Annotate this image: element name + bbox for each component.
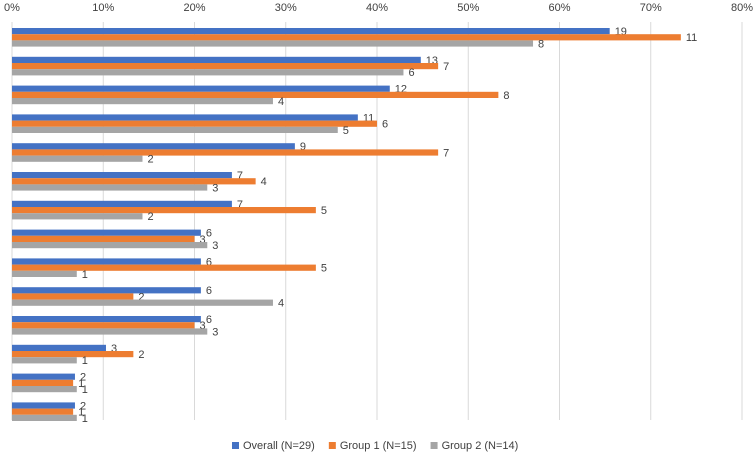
bar — [12, 264, 316, 271]
data-label: 1 — [78, 407, 84, 419]
data-label: 9 — [300, 141, 306, 153]
x-tick-label: 60% — [548, 2, 570, 14]
legend-label: Group 2 (N=14) — [442, 440, 519, 452]
legend-label: Overall (N=29) — [243, 440, 315, 452]
data-label: 3 — [212, 182, 218, 194]
data-label: 1 — [82, 384, 88, 396]
data-label: 3 — [200, 320, 206, 332]
bar — [12, 178, 256, 185]
legend-swatch — [232, 442, 239, 449]
bar — [12, 200, 232, 207]
data-label: 1 — [82, 355, 88, 367]
bar — [12, 414, 77, 421]
bar — [12, 114, 358, 121]
data-label: 8 — [503, 90, 509, 102]
bar — [12, 213, 143, 220]
bar — [12, 242, 208, 249]
data-label: 4 — [261, 176, 267, 188]
x-tick-label: 10% — [92, 2, 114, 14]
legend-swatch — [328, 442, 336, 449]
data-label: 7 — [443, 61, 449, 73]
data-label: 3 — [111, 343, 117, 355]
bar — [12, 34, 681, 41]
x-tick-label: 40% — [366, 2, 388, 14]
bar — [12, 287, 201, 294]
bar — [12, 344, 106, 351]
data-label: 7 — [443, 147, 449, 159]
legend-swatch — [430, 442, 438, 449]
data-label: 1 — [82, 413, 88, 425]
data-label: 2 — [147, 154, 153, 166]
bar — [12, 402, 75, 409]
data-label: 11 — [686, 32, 697, 44]
bar — [12, 69, 404, 76]
bar — [12, 229, 201, 236]
bar — [12, 98, 273, 105]
bar — [12, 299, 273, 306]
bar — [12, 184, 208, 191]
data-label: 5 — [343, 125, 349, 137]
data-label: 5 — [321, 263, 327, 275]
bar — [12, 270, 77, 277]
bar — [12, 258, 201, 265]
bar — [12, 172, 232, 179]
bar — [12, 293, 134, 300]
data-label: 2 — [138, 291, 144, 303]
x-tick-label: 20% — [183, 2, 205, 14]
bar — [12, 322, 195, 329]
bar — [12, 207, 316, 214]
bar — [12, 379, 74, 386]
bar — [12, 120, 377, 127]
bar — [12, 328, 208, 335]
bar — [12, 143, 295, 150]
data-label: 3 — [212, 240, 218, 252]
data-label: 6 — [206, 256, 212, 268]
data-label: 1 — [78, 378, 84, 390]
bar — [12, 28, 610, 35]
bar — [12, 373, 75, 380]
x-tick-label: 70% — [640, 2, 662, 14]
data-label: 2 — [138, 349, 144, 361]
bar — [12, 357, 77, 364]
data-label: 8 — [538, 38, 544, 50]
data-label: 4 — [278, 298, 284, 310]
bar — [12, 40, 534, 47]
data-label: 7 — [237, 199, 243, 211]
data-label: 2 — [80, 400, 86, 412]
bar — [12, 155, 143, 162]
data-label: 3 — [200, 234, 206, 246]
data-label: 6 — [382, 119, 388, 131]
bar — [12, 316, 201, 323]
data-label: 11 — [363, 112, 374, 124]
bar — [12, 56, 421, 63]
data-label: 6 — [408, 67, 414, 79]
x-tick-label: 50% — [457, 2, 479, 14]
x-tick-label: 0% — [4, 2, 20, 14]
data-label: 6 — [206, 228, 212, 240]
data-label: 5 — [321, 205, 327, 217]
x-tick-label: 80% — [731, 2, 753, 14]
bar — [12, 351, 134, 358]
x-tick-label: 30% — [275, 2, 297, 14]
bar — [12, 149, 439, 156]
bar — [12, 85, 390, 92]
bar — [12, 408, 74, 415]
data-label: 6 — [206, 285, 212, 297]
data-label: 2 — [80, 372, 86, 384]
bar — [12, 91, 499, 98]
data-label: 4 — [278, 96, 284, 108]
data-label: 3 — [212, 326, 218, 338]
data-label: 2 — [147, 211, 153, 223]
data-label: 1 — [82, 269, 88, 281]
data-label: 6 — [206, 314, 212, 326]
data-label: 7 — [237, 170, 243, 182]
bar — [12, 63, 439, 70]
bar — [12, 126, 338, 133]
bar — [12, 235, 195, 242]
bar — [12, 386, 77, 393]
legend-label: Group 1 (N=15) — [340, 440, 417, 452]
